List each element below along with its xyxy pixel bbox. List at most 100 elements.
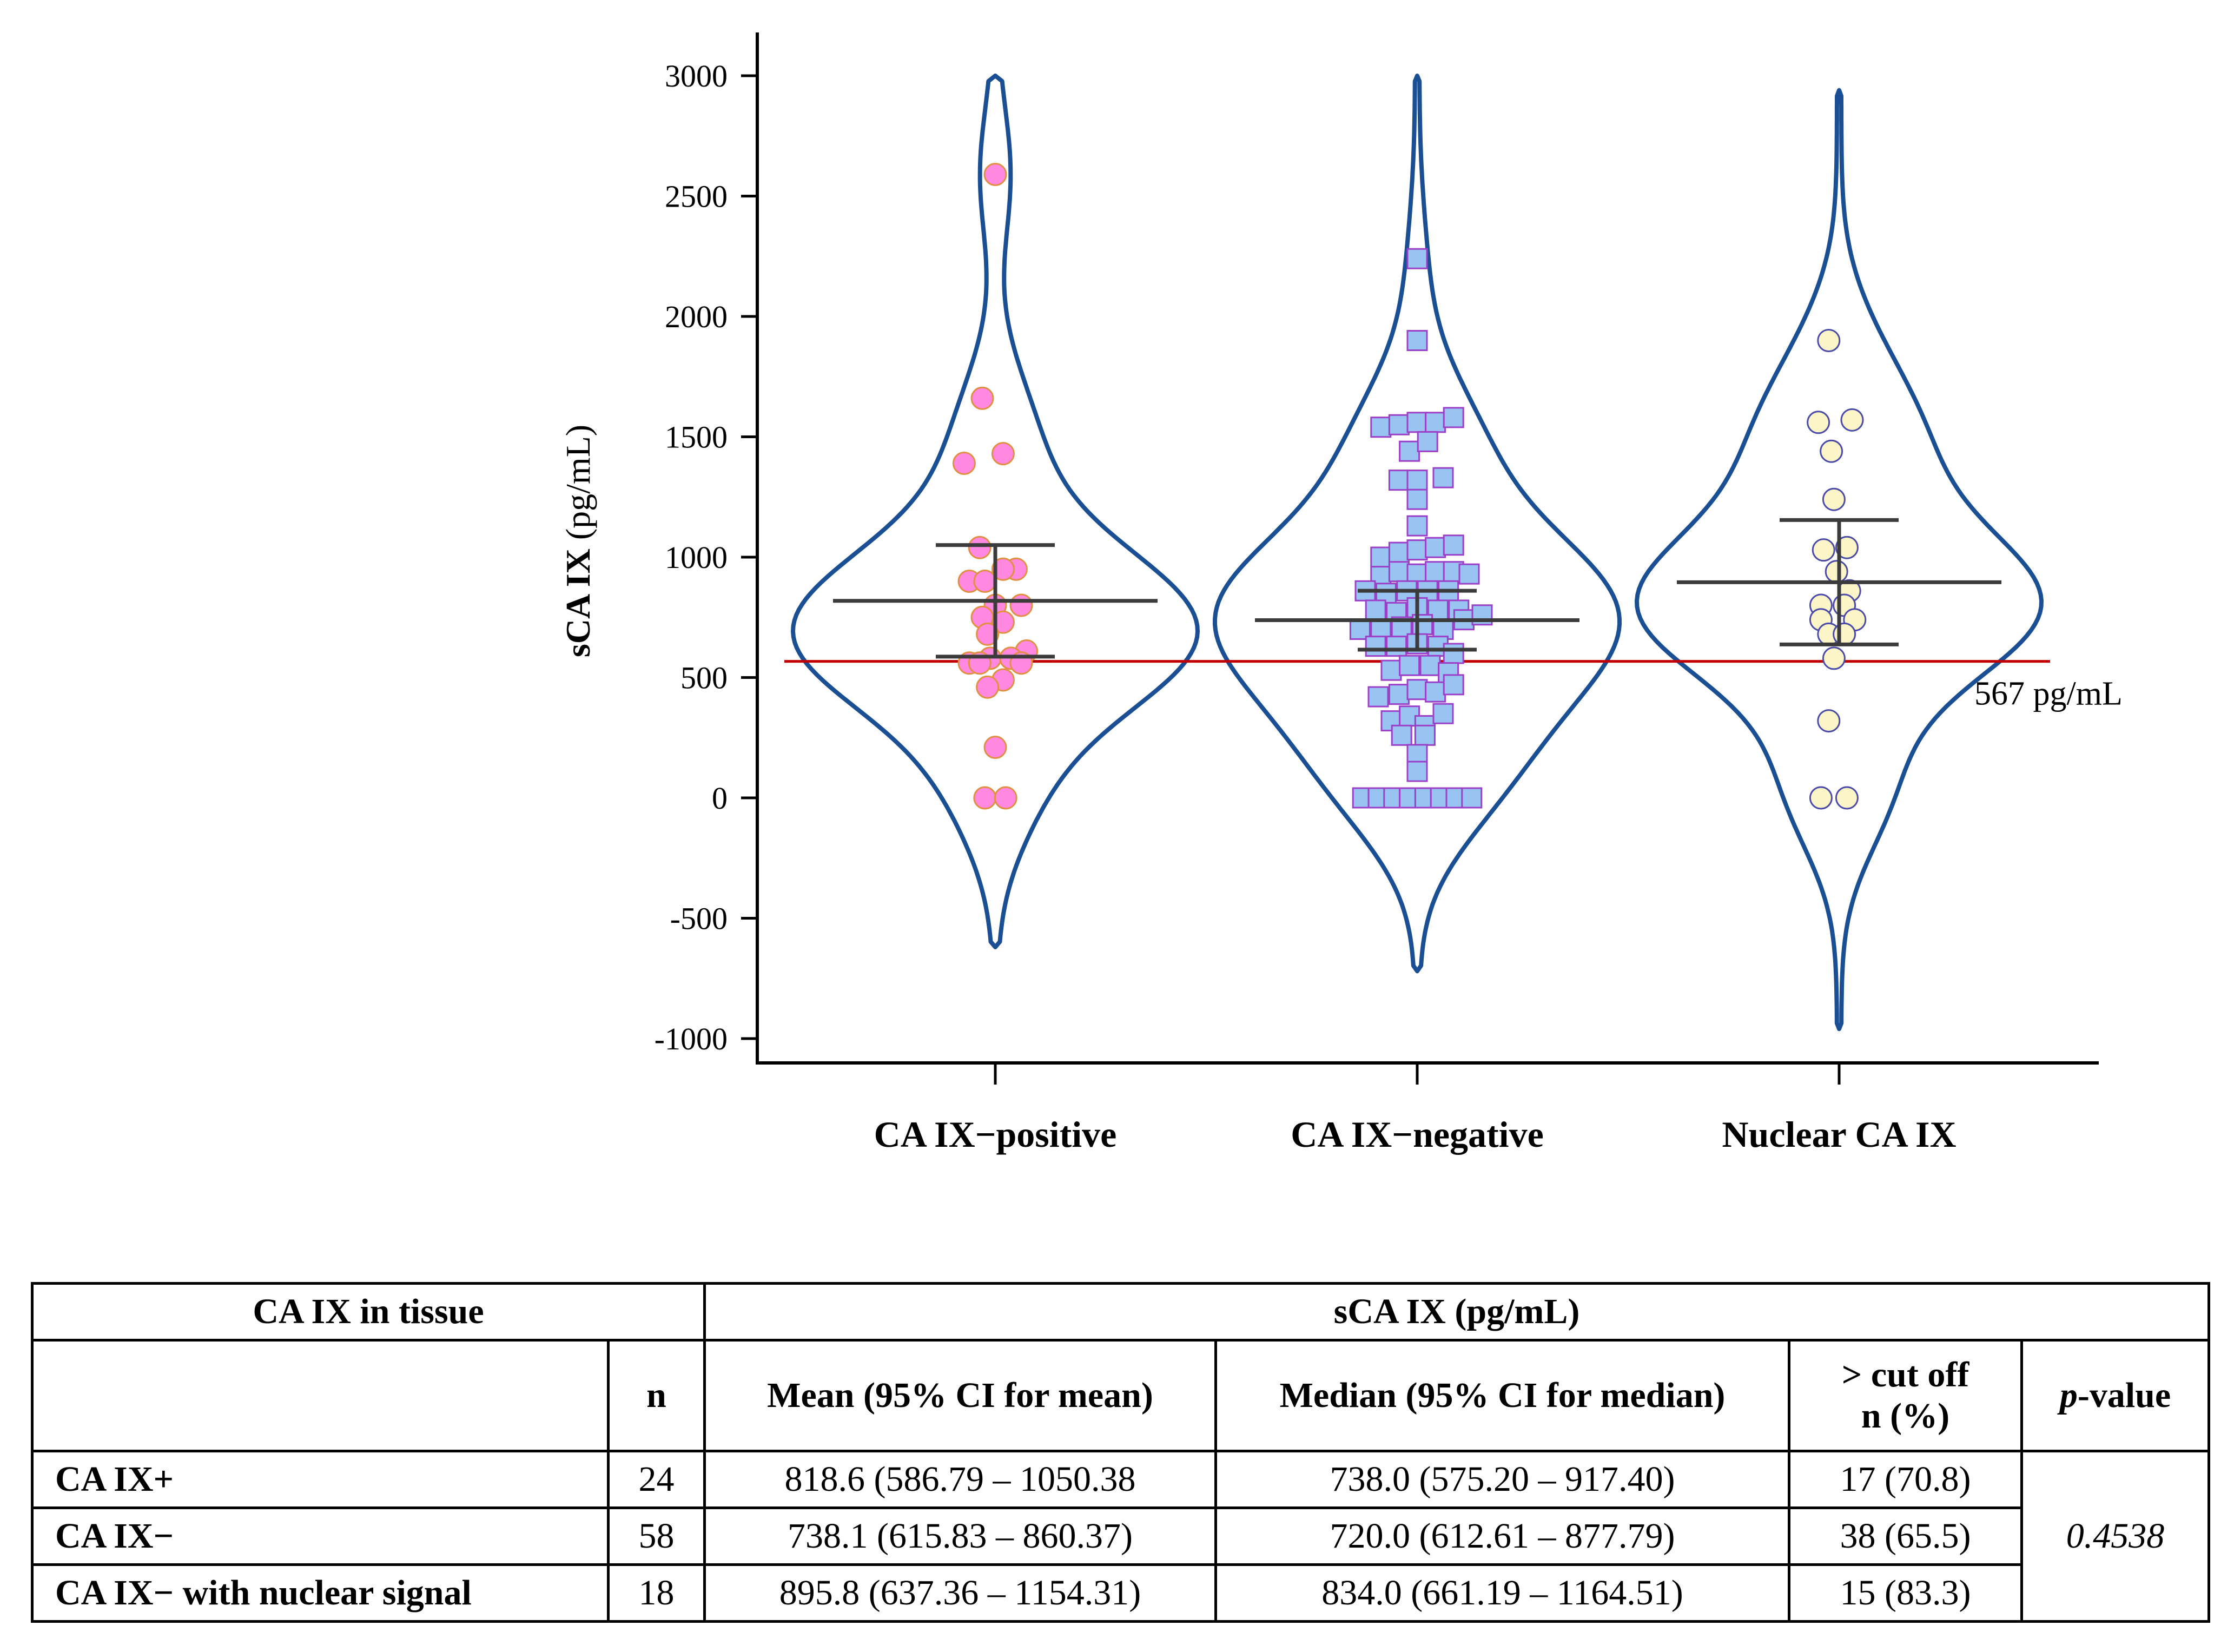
data-point bbox=[983, 162, 1007, 186]
data-point bbox=[1461, 787, 1483, 809]
row-n: 18 bbox=[606, 1563, 706, 1623]
data-point bbox=[1812, 538, 1835, 562]
data-point bbox=[976, 622, 1000, 646]
row-mean: 818.6 (586.79 – 1050.38 bbox=[703, 1450, 1218, 1509]
subheader-n: n bbox=[606, 1339, 706, 1452]
subheader-cutoff-line2: n (%) bbox=[1861, 1396, 1950, 1436]
data-point bbox=[1388, 470, 1410, 491]
row-n: 24 bbox=[606, 1450, 706, 1509]
table-row: CA IX− with nuclear signal 18 895.8 (637… bbox=[31, 1563, 2209, 1623]
data-points-layer bbox=[952, 162, 1867, 810]
y-tick-label: 0 bbox=[712, 781, 728, 816]
data-point bbox=[1817, 329, 1841, 352]
x-category-label: Nuclear CA IX bbox=[1722, 1114, 1956, 1155]
row-mean: 738.1 (615.83 – 860.37) bbox=[703, 1506, 1218, 1566]
data-point bbox=[1406, 412, 1428, 433]
data-point bbox=[1386, 636, 1407, 657]
violin-chart: 567 pg/mL 3000 2500 2000 1500 1000 500 0 -500 -1… bbox=[559, 32, 2123, 1155]
pvalue-p: p bbox=[2059, 1376, 2078, 1415]
data-point bbox=[994, 786, 1017, 810]
data-point bbox=[991, 557, 1015, 581]
data-point bbox=[1367, 686, 1389, 708]
data-point bbox=[1443, 674, 1464, 696]
subheader-mean: Mean (95% CI for mean) bbox=[703, 1339, 1218, 1452]
data-point bbox=[1425, 681, 1446, 703]
violin-layer bbox=[791, 74, 2044, 1032]
data-point bbox=[1817, 709, 1841, 733]
data-point bbox=[1835, 786, 1859, 810]
violin-3 bbox=[1635, 88, 2044, 1032]
data-point bbox=[991, 442, 1015, 466]
data-point bbox=[976, 675, 1000, 699]
header-tissue: CA IX in tissue bbox=[30, 1282, 706, 1342]
data-point bbox=[1406, 470, 1428, 491]
data-point bbox=[1425, 412, 1446, 433]
cutoff-label: 567 pg/mL bbox=[1974, 676, 2123, 712]
table-header-row: CA IX in tissue sCA IX (pg/mL) bbox=[30, 1282, 2211, 1342]
y-tick-label: -500 bbox=[670, 901, 728, 936]
data-point bbox=[1365, 636, 1386, 657]
data-point bbox=[1822, 487, 1846, 511]
pvalue-cell: 0.4538 bbox=[2020, 1450, 2211, 1623]
row-group: CA IX+ bbox=[31, 1450, 610, 1509]
error-bars-layer bbox=[833, 518, 2001, 659]
data-point bbox=[1388, 684, 1410, 705]
data-point bbox=[1365, 599, 1386, 621]
y-tick-label: 2500 bbox=[665, 179, 728, 214]
data-point bbox=[1009, 593, 1033, 617]
violin-1 bbox=[791, 74, 1200, 949]
y-axis-label-unit: (pg/mL) bbox=[559, 425, 597, 549]
data-point bbox=[1406, 539, 1428, 561]
row-cutoff: 15 (83.3) bbox=[1788, 1563, 2024, 1623]
subheader-empty bbox=[31, 1339, 610, 1452]
row-median: 738.0 (575.20 – 917.40) bbox=[1214, 1450, 1791, 1509]
data-point bbox=[1840, 408, 1864, 432]
data-point bbox=[1825, 560, 1848, 584]
data-point bbox=[973, 570, 997, 593]
data-point bbox=[983, 736, 1007, 759]
y-axis-label-bold: sCA IX bbox=[559, 549, 597, 657]
y-tick-label: 1500 bbox=[665, 420, 728, 455]
header-measure: sCA IX (pg/mL) bbox=[703, 1282, 2211, 1342]
subheader-cutoff: > cut off n (%) bbox=[1788, 1339, 2024, 1452]
data-point bbox=[1406, 330, 1428, 351]
table-subheader-row: n Mean (95% CI for mean) Median (95% CI … bbox=[31, 1339, 2211, 1452]
data-point bbox=[952, 451, 976, 475]
data-point bbox=[1419, 655, 1441, 676]
row-cutoff: 17 (70.8) bbox=[1788, 1450, 2024, 1509]
data-point bbox=[1406, 248, 1428, 269]
data-point bbox=[1432, 703, 1454, 724]
row-mean: 895.8 (637.36 – 1154.31) bbox=[703, 1563, 1218, 1623]
x-category-label: CA IX−negative bbox=[1291, 1114, 1544, 1155]
data-point bbox=[1443, 643, 1464, 664]
data-point bbox=[1370, 417, 1392, 438]
data-point bbox=[1399, 655, 1420, 676]
data-point bbox=[1835, 536, 1859, 559]
y-tick-label: 500 bbox=[680, 660, 728, 696]
y-tick-label: 3000 bbox=[665, 58, 728, 94]
data-point bbox=[973, 786, 997, 810]
data-point bbox=[1432, 467, 1454, 488]
data-point bbox=[1370, 546, 1392, 568]
row-median: 720.0 (612.61 – 877.79) bbox=[1214, 1506, 1791, 1566]
summary-table: CA IX in tissue sCA IX (pg/mL) n Mean (9… bbox=[30, 1282, 2211, 1623]
data-point bbox=[1388, 414, 1410, 435]
data-point bbox=[1833, 622, 1856, 646]
pvalue-rest: -value bbox=[2077, 1376, 2171, 1415]
row-median: 834.0 (661.19 – 1164.51) bbox=[1214, 1563, 1791, 1623]
data-point bbox=[1443, 534, 1464, 556]
axes-layer: 3000 2500 2000 1500 1000 500 0 -500 -1000 CA IX−p… bbox=[655, 32, 2099, 1155]
data-point bbox=[1406, 515, 1428, 537]
data-point bbox=[1406, 761, 1428, 782]
data-point bbox=[1406, 488, 1428, 510]
data-point bbox=[1388, 561, 1410, 583]
y-tick-label: -1000 bbox=[655, 1021, 728, 1056]
data-point bbox=[1443, 407, 1464, 428]
data-point bbox=[1417, 431, 1438, 452]
data-point bbox=[1820, 439, 1843, 463]
x-category-label: CA IX−positive bbox=[874, 1114, 1117, 1155]
data-point bbox=[1458, 563, 1480, 585]
data-point bbox=[1406, 679, 1428, 701]
data-point bbox=[1414, 724, 1436, 746]
row-n: 58 bbox=[606, 1506, 706, 1566]
